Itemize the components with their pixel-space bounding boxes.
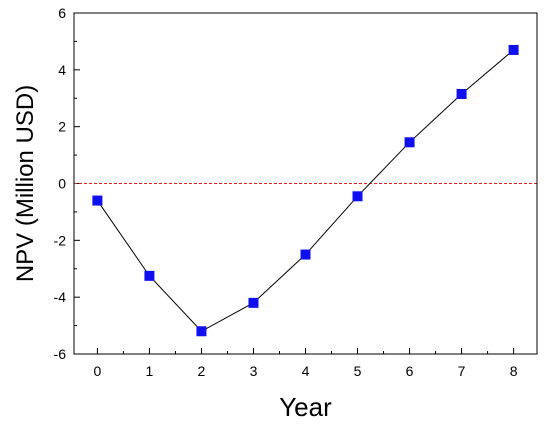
- y-tick-labels: -6 -4 -2 0 2 4 6: [54, 5, 67, 362]
- y-tick-label: -6: [54, 346, 67, 362]
- data-point-marker: [456, 88, 467, 99]
- x-tick-label: 1: [146, 363, 154, 379]
- data-point-marker: [300, 249, 311, 260]
- x-tick-label: 7: [458, 363, 466, 379]
- data-point-marker: [196, 326, 207, 337]
- x-tick-labels: 0 1 2 3 4 5 6 7 8: [94, 363, 518, 379]
- data-point-marker: [508, 44, 519, 55]
- y-tick-label: 2: [58, 119, 66, 135]
- y-axis-title: NPV (Million USD): [12, 85, 39, 282]
- y-tick-label: -4: [54, 289, 67, 305]
- x-tick-label: 6: [406, 363, 414, 379]
- y-tick-label: 0: [58, 176, 66, 192]
- data-point-marker: [248, 297, 259, 308]
- x-tick-label: 5: [354, 363, 362, 379]
- x-tick-label: 8: [510, 363, 518, 379]
- npv-series-line: [96, 49, 514, 332]
- data-point-marker: [92, 195, 103, 206]
- x-axis-ticks: [96, 348, 515, 354]
- y-tick-label: 6: [58, 5, 66, 21]
- plot-frame: [73, 12, 538, 355]
- data-point-marker: [352, 191, 363, 202]
- x-tick-label: 4: [302, 363, 310, 379]
- data-point-marker: [144, 270, 155, 281]
- npv-markers: [92, 44, 519, 337]
- data-point-marker: [404, 137, 415, 148]
- x-tick-label: 2: [198, 363, 206, 379]
- x-tick-label: 3: [250, 363, 258, 379]
- y-tick-label: 4: [58, 62, 66, 78]
- y-tick-label: -2: [54, 232, 67, 248]
- x-tick-label: 0: [94, 363, 102, 379]
- x-axis-title: Year: [279, 392, 332, 422]
